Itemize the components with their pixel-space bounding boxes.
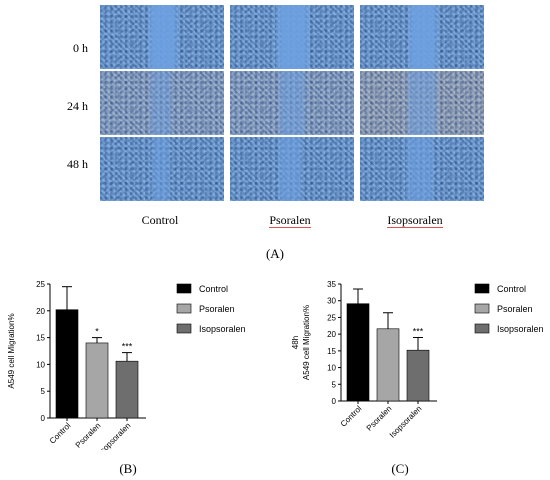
micrograph-isopsoralen-48h [360, 137, 484, 201]
col-label-isopsoralen-text: Isopsoralen [387, 213, 443, 228]
y-tick-label: 0 [332, 397, 337, 406]
bar-psoralen [85, 342, 109, 419]
y-tick-label: 25 [36, 280, 45, 289]
x-tick-label: Control [339, 404, 364, 429]
legend-swatch-isopsoralen [474, 323, 490, 334]
bar-psoralen [376, 328, 400, 402]
y-tick-label: 10 [327, 364, 336, 373]
legend-swatch-control [474, 283, 490, 294]
legend-label-psoralen: Psoralen [199, 304, 235, 314]
panel-label-c: (C) [391, 461, 409, 476]
bar-control [346, 303, 370, 402]
significance-marker: *** [122, 342, 133, 352]
y-tick-label: 5 [332, 380, 337, 389]
col-label-psoralen-text: Psoralen [269, 213, 311, 228]
x-tick-label: Psoralen [365, 404, 394, 433]
legend-swatch-control [176, 283, 192, 294]
chart-title: 48h [291, 336, 300, 349]
y-axis-label: A549 cell Migration% [302, 305, 311, 380]
row-label-24h: 24 h [67, 99, 88, 113]
micrograph-control-48h [100, 137, 224, 201]
x-tick-label: Isopsoralen [97, 421, 133, 450]
legend-label-isopsoralen: Isopsoralen [199, 324, 246, 334]
panel-label-a: (A) [265, 246, 285, 261]
y-tick-label: 10 [36, 360, 45, 369]
legend-label-isopsoralen: Isopsoralen [497, 324, 544, 334]
legend-swatch-psoralen [176, 303, 192, 314]
legend-swatch-isopsoralen [176, 323, 192, 334]
y-tick-label: 15 [36, 334, 45, 343]
x-tick-label: Control [48, 421, 73, 446]
micrograph-psoralen-24h [230, 71, 354, 135]
x-tick-label: Isopsoralen [388, 404, 424, 440]
y-tick-label: 25 [327, 313, 336, 322]
significance-marker: *** [413, 326, 424, 336]
bar-control [55, 309, 79, 419]
micrograph-psoralen-48h [230, 137, 354, 201]
col-label-isopsoralen: Isopsoralen [360, 213, 470, 228]
legend-label-control: Control [199, 284, 228, 294]
micrograph-isopsoralen-24h [360, 71, 484, 135]
bar-isopsoralen [115, 360, 139, 419]
y-tick-label: 35 [327, 280, 336, 289]
significance-marker: * [95, 327, 99, 337]
row-label-48h: 48 h [67, 157, 88, 171]
legend-label-psoralen: Psoralen [497, 304, 533, 314]
y-tick-label: 0 [41, 414, 46, 423]
micrograph-control-0h [100, 5, 224, 69]
legend-swatch-psoralen [474, 303, 490, 314]
x-tick-label: Psoralen [74, 421, 103, 450]
micrograph-isopsoralen-0h [360, 5, 484, 69]
row-label-0h: 0 h [73, 41, 88, 55]
y-tick-label: 20 [327, 330, 336, 339]
bar-isopsoralen [406, 349, 430, 402]
micrograph-control-24h [100, 71, 224, 135]
chart-c: 0 5 10 15 20 25 30 35 A549 cell Migration%48h Con… [291, 280, 544, 440]
y-tick-label: 15 [327, 347, 336, 356]
legend-label-control: Control [497, 284, 526, 294]
y-tick-label: 5 [41, 387, 46, 396]
y-tick-label: 30 [327, 297, 336, 306]
micrograph-psoralen-0h [230, 5, 354, 69]
y-axis-label: A549 cell Migration% [7, 313, 16, 388]
col-label-control: Control [141, 213, 179, 227]
y-tick-label: 20 [36, 307, 45, 316]
col-label-psoralen: Psoralen [235, 213, 345, 228]
chart-b: 0 5 10 15 20 25 A549 cell Migration% Control * Ps… [7, 280, 246, 450]
panel-label-b: (B) [119, 461, 137, 476]
